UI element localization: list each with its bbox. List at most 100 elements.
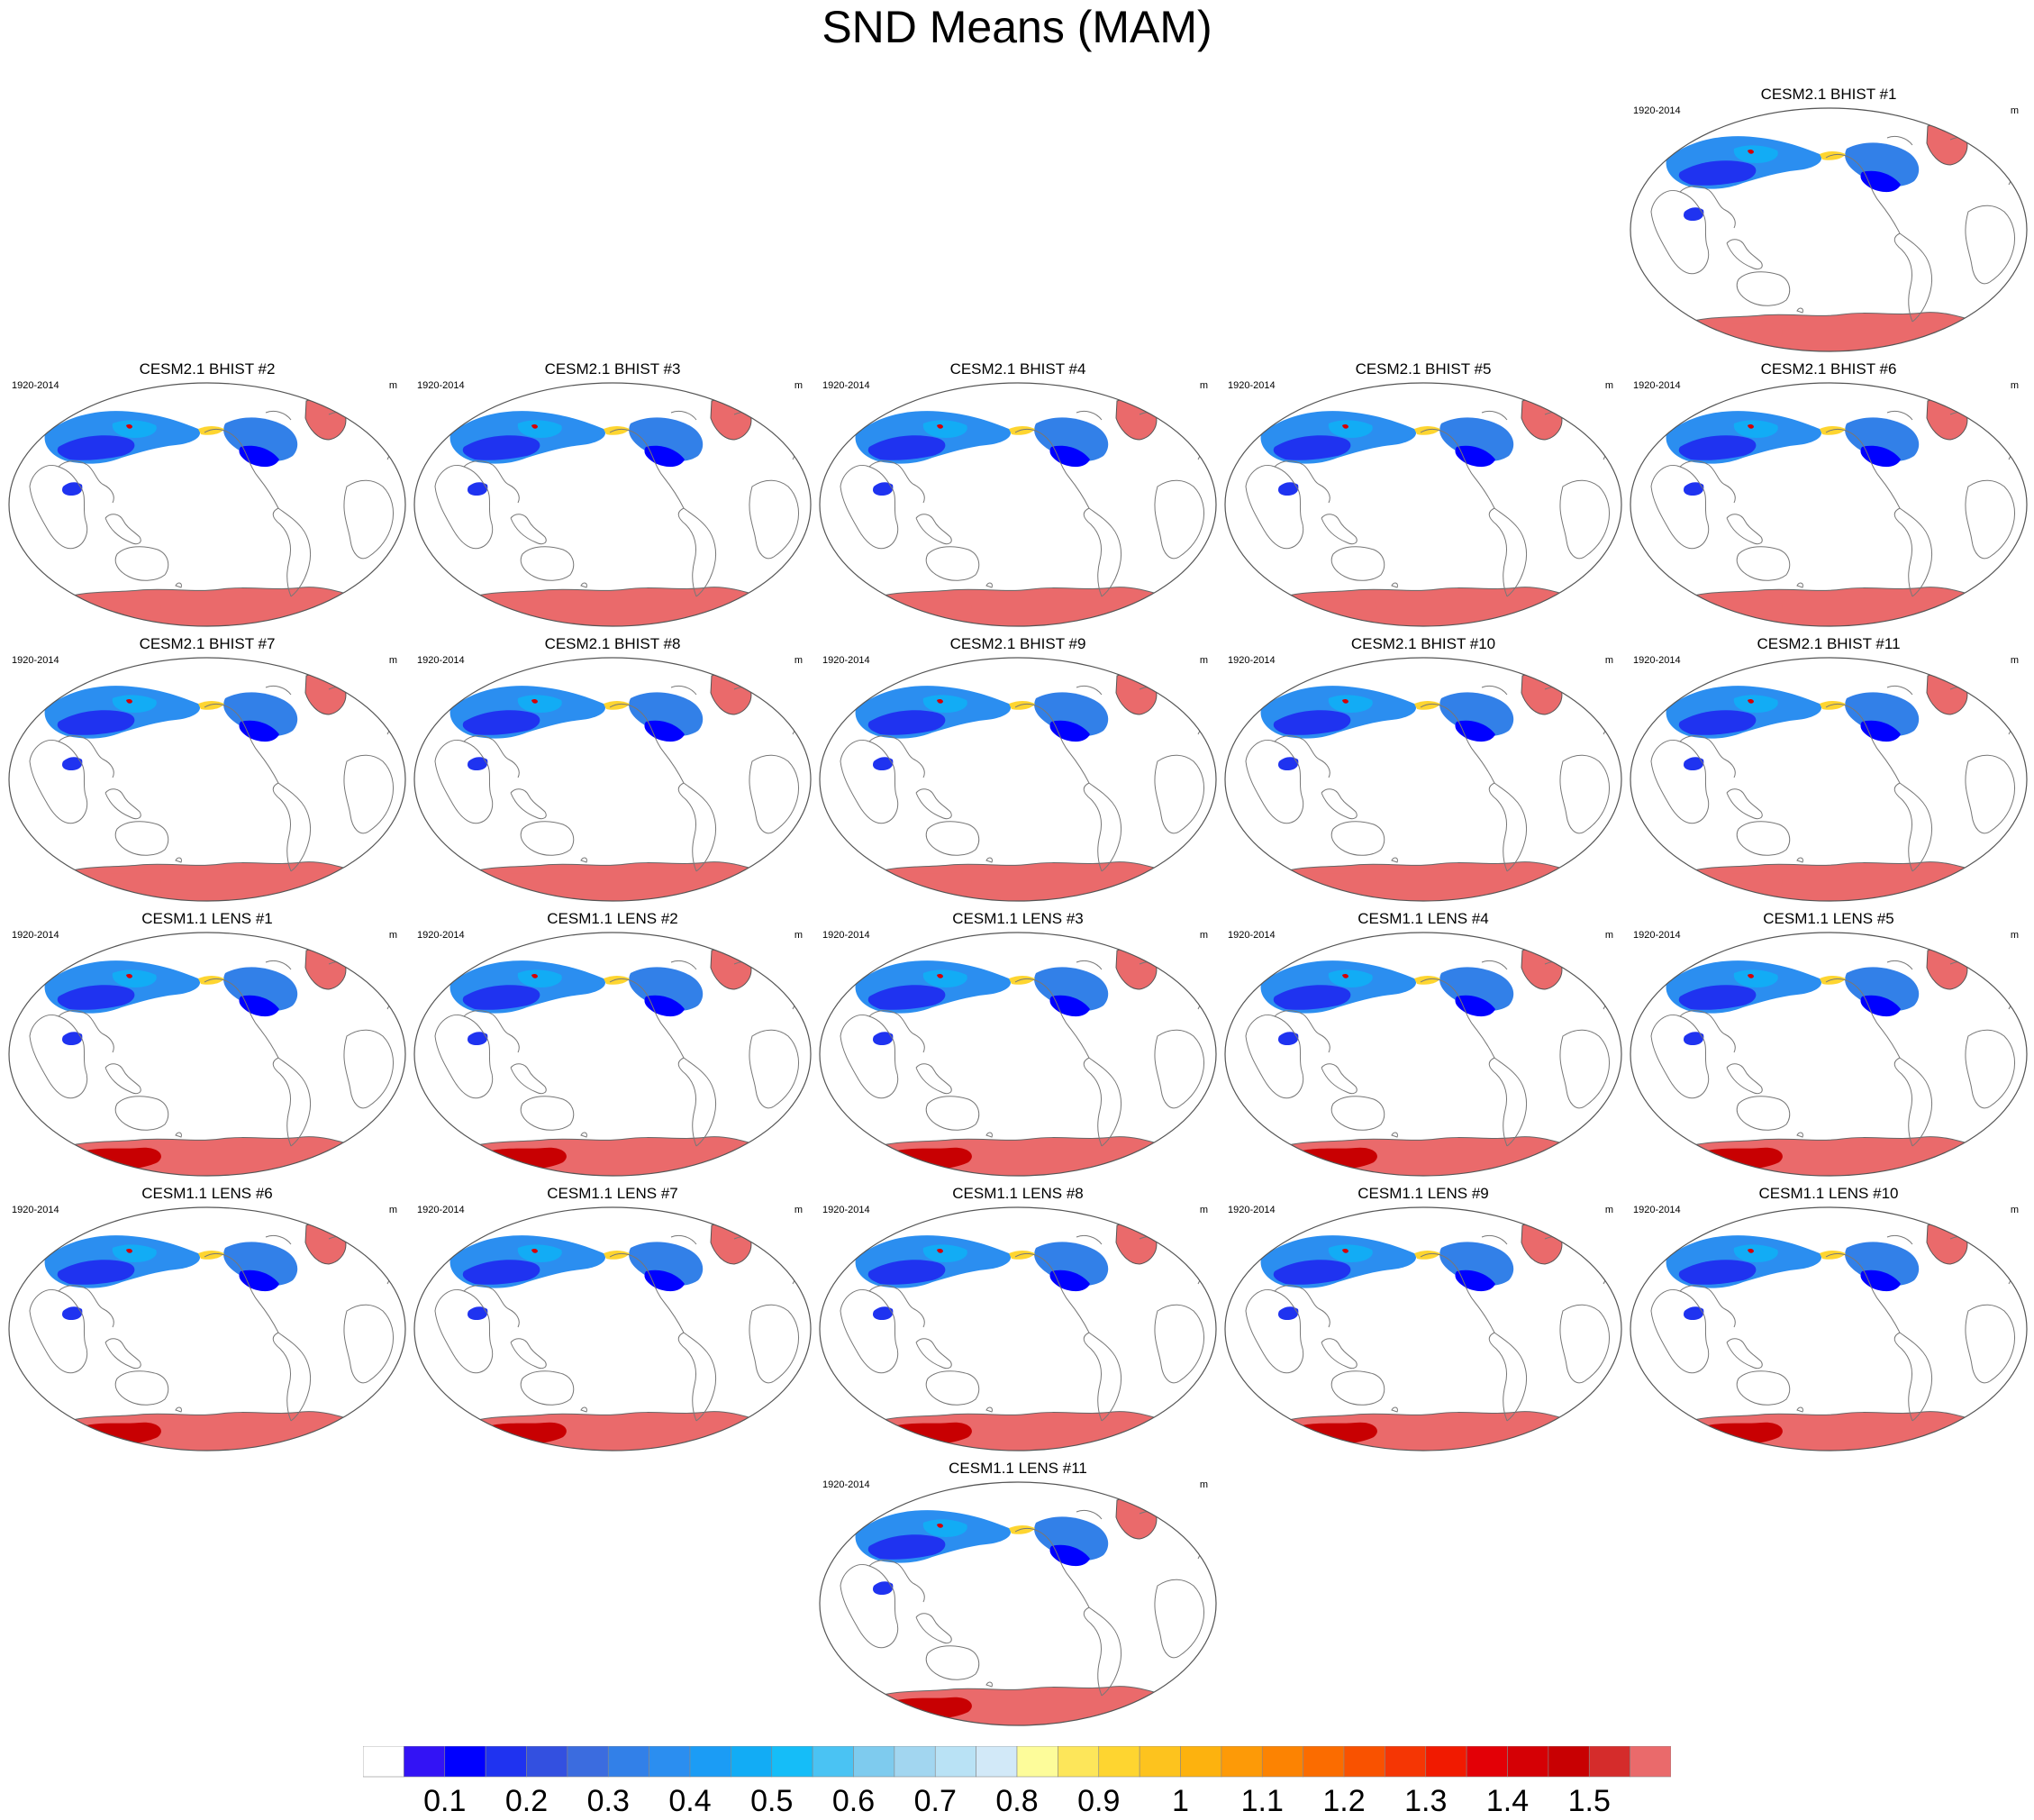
coastline xyxy=(114,1096,169,1131)
antarctica-ice xyxy=(1274,1411,1573,1451)
colorbar-swatch xyxy=(1425,1746,1467,1778)
colorbar-swatch xyxy=(485,1746,527,1778)
map-panel: CESM1.1 LENS #5 1920-2014 m xyxy=(1626,910,2031,1180)
world-map xyxy=(819,1206,1217,1451)
panel-title: CESM1.1 LENS #8 xyxy=(952,1185,1084,1202)
panel-units: m xyxy=(794,1205,803,1215)
coastline xyxy=(104,1338,141,1370)
snow-depth-region xyxy=(62,1032,83,1045)
coastline xyxy=(580,1406,587,1413)
snow-depth-region xyxy=(468,757,488,770)
panel-units: m xyxy=(2010,930,2019,941)
coastline xyxy=(749,1304,800,1384)
panel-period: 1920-2014 xyxy=(1633,655,1681,666)
snow-depth-region xyxy=(867,710,946,735)
colorbar-swatch xyxy=(1630,1746,1671,1778)
coastline xyxy=(677,507,697,597)
coastline xyxy=(510,1063,547,1095)
coastline xyxy=(272,782,292,872)
snow-depth-region xyxy=(922,969,967,987)
snow-depth-region xyxy=(873,1306,894,1320)
coastline xyxy=(1330,546,1385,581)
colorbar-swatch xyxy=(444,1746,486,1778)
coastline xyxy=(114,546,169,581)
panel-period: 1920-2014 xyxy=(12,380,59,391)
snow-depth-region xyxy=(1678,710,1757,735)
coastline xyxy=(868,1285,925,1328)
coastline xyxy=(265,1234,292,1245)
panel-title: CESM1.1 LENS #7 xyxy=(547,1185,678,1202)
coastline xyxy=(1796,1132,1803,1138)
coastline xyxy=(985,1681,993,1688)
coastline xyxy=(1494,782,1528,872)
coastline xyxy=(1488,1057,1508,1147)
coastline xyxy=(114,1370,169,1406)
snow-depth-region xyxy=(1678,985,1757,1010)
panel-units: m xyxy=(388,380,397,391)
world-map xyxy=(413,657,812,902)
panel-units: m xyxy=(1199,380,1208,391)
panel-units: m xyxy=(2010,1205,2019,1215)
panel-units: m xyxy=(1199,1205,1208,1215)
colorbar-swatch xyxy=(731,1746,773,1778)
coastline xyxy=(1083,507,1103,597)
snow-depth-region xyxy=(1684,482,1704,496)
coastline xyxy=(1420,978,1495,1059)
snow-depth-region xyxy=(922,420,967,438)
map-border xyxy=(819,382,1217,627)
map-border xyxy=(1630,657,2028,902)
world-map xyxy=(819,382,1217,627)
snow-depth-region xyxy=(1278,1306,1299,1320)
coastline xyxy=(1899,782,1933,872)
coastline xyxy=(915,788,952,820)
coastline xyxy=(175,1406,182,1413)
panel-units: m xyxy=(1199,930,1208,941)
coastline xyxy=(1330,821,1385,856)
snow-depth-region xyxy=(873,482,894,496)
snow-depth-region xyxy=(112,420,157,438)
coastline xyxy=(343,1029,395,1109)
colorbar-swatch xyxy=(526,1746,568,1778)
snow-depth-region xyxy=(517,1244,562,1262)
coastline xyxy=(683,1057,717,1147)
antarctica-ice xyxy=(1274,1136,1573,1176)
snow-depth-region xyxy=(517,969,562,987)
snow-depth-region xyxy=(867,985,946,1010)
coastline xyxy=(1076,960,1103,970)
coastline xyxy=(925,1370,980,1406)
coastline xyxy=(1893,1332,1913,1422)
coastline xyxy=(1796,857,1803,863)
coastline xyxy=(1679,1010,1736,1053)
snow-depth-region xyxy=(1273,435,1351,460)
coastline xyxy=(985,1406,993,1413)
coastline xyxy=(272,507,292,597)
coastline xyxy=(915,1063,952,1095)
panel-units: m xyxy=(2010,105,2019,116)
coastline xyxy=(204,704,279,784)
snow-depth-region xyxy=(1733,420,1778,438)
panel-title: CESM1.1 LENS #2 xyxy=(547,910,678,927)
snow-depth-region xyxy=(1733,969,1778,987)
snow-depth-region xyxy=(922,1519,967,1537)
snow-depth-region xyxy=(1733,695,1778,713)
coastline xyxy=(1330,1096,1385,1131)
snow-depth-region xyxy=(1733,145,1778,163)
coastline xyxy=(580,857,587,863)
panel-period: 1920-2014 xyxy=(12,930,59,941)
snow-depth-region xyxy=(1278,1032,1299,1045)
map-panel: CESM1.1 LENS #9 1920-2014 m xyxy=(1221,1185,1626,1455)
coastline xyxy=(510,514,547,545)
snow-depth-region xyxy=(1278,757,1299,770)
snow-depth-region xyxy=(57,1260,135,1285)
coastline xyxy=(463,735,520,778)
colorbar-swatch xyxy=(363,1746,404,1778)
coastline xyxy=(1965,479,2016,560)
antarctica-ice xyxy=(58,587,357,626)
coastline xyxy=(915,1338,952,1370)
coastline xyxy=(1559,1304,1611,1384)
panel-units: m xyxy=(388,1205,397,1215)
snow-depth-region xyxy=(57,710,135,735)
map-border xyxy=(1224,382,1622,627)
map-border xyxy=(819,1206,1217,1451)
coastline xyxy=(1391,857,1398,863)
